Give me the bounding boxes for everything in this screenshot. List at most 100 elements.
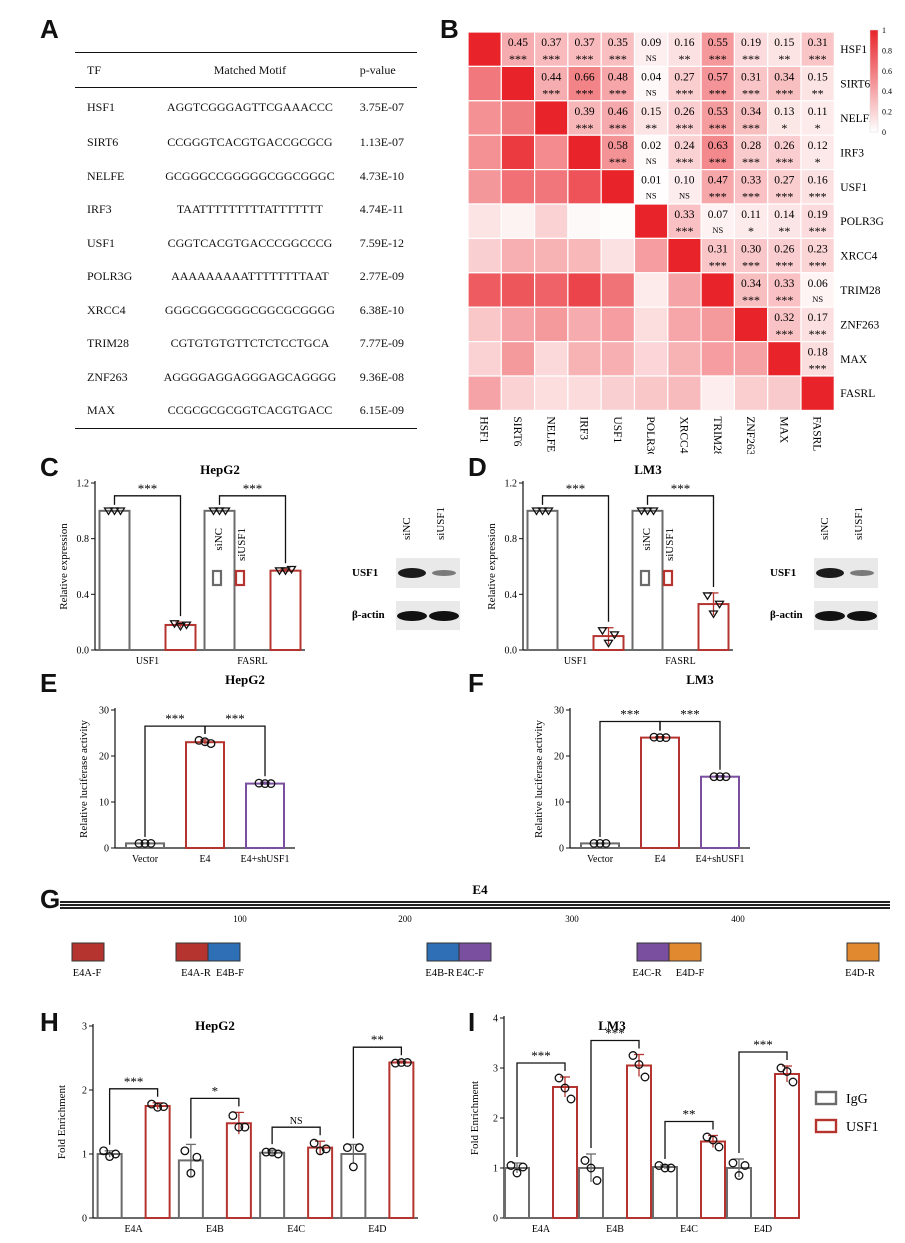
table-row: NELFE GCGGGCCGGGGGCGGCGGGC 4.73E-10 bbox=[75, 160, 417, 194]
motif-table-panel: TF Matched Motif p-value HSF1 AGGTCGGGAGT… bbox=[75, 52, 417, 429]
heatmap-significance: *** bbox=[742, 52, 760, 66]
data-point bbox=[260, 779, 270, 789]
tf-cell: NELFE bbox=[87, 168, 125, 183]
panel-label-c: C bbox=[40, 452, 59, 482]
heatmap-significance: *** bbox=[675, 224, 693, 238]
primer-label: E4B-R bbox=[425, 968, 454, 979]
significance-label: ** bbox=[683, 1107, 696, 1122]
map-tick-label: 200 bbox=[398, 914, 412, 924]
heatmap-significance: NS bbox=[646, 87, 657, 97]
heatmap-significance: * bbox=[748, 224, 754, 238]
heatmap-cell bbox=[733, 237, 769, 274]
y-tick-label: 0 bbox=[82, 1214, 87, 1225]
heatmap-value: 0.53 bbox=[708, 106, 728, 118]
motif-table: TF Matched Motif p-value HSF1 AGGTCGGGAGT… bbox=[75, 52, 417, 429]
bar bbox=[504, 1167, 530, 1219]
heatmap-col-label: SIRT6 bbox=[511, 416, 523, 446]
data-point bbox=[146, 838, 156, 848]
y-tick-label: 1.2 bbox=[505, 479, 518, 490]
heatmap-value: 0.19 bbox=[808, 209, 828, 221]
heatmap-significance: *** bbox=[709, 52, 727, 66]
heatmap-cell bbox=[467, 31, 502, 68]
heatmap-cell bbox=[467, 375, 502, 412]
heatmap-significance: *** bbox=[609, 86, 627, 100]
heatmap-cell bbox=[467, 134, 502, 171]
data-point bbox=[186, 1168, 196, 1178]
data-point bbox=[200, 737, 210, 747]
data-point bbox=[240, 1122, 250, 1132]
motif-cell: AGGGGAGGAGGGAGCAGGGG bbox=[163, 369, 337, 384]
heatmap-value: 0.24 bbox=[674, 140, 694, 152]
data-point bbox=[580, 1156, 590, 1165]
data-point bbox=[661, 733, 671, 743]
motif-cell: CCGCGCGCGGTCACGTGACC bbox=[167, 403, 333, 418]
significance-bracket bbox=[352, 1046, 403, 1139]
heatmap-cell bbox=[767, 134, 802, 171]
bar bbox=[526, 509, 559, 652]
y-tick-label: 1.2 bbox=[77, 479, 90, 490]
table-row: TRIM28 CGTGTGTGTTCTCTCCTGCA 7.77E-09 bbox=[75, 327, 417, 361]
chart-title: LM3 bbox=[634, 462, 662, 477]
blot-band bbox=[816, 568, 844, 578]
heatmap-cell bbox=[500, 341, 536, 377]
heatmap-cell bbox=[600, 375, 636, 412]
significance-label: * bbox=[212, 1083, 219, 1098]
data-point bbox=[390, 1058, 400, 1068]
data-point bbox=[140, 838, 150, 848]
heatmap-significance: ** bbox=[778, 52, 790, 66]
data-point bbox=[208, 507, 219, 516]
data-point bbox=[714, 600, 725, 609]
map-tick-label: 300 bbox=[565, 914, 579, 924]
data-point bbox=[512, 1168, 522, 1178]
bar bbox=[640, 736, 680, 849]
motif-cell: AAAAAAAAATTTTTTTTAAT bbox=[171, 269, 329, 284]
y-tick-label: 30 bbox=[99, 706, 109, 717]
significance-bracket bbox=[516, 1062, 566, 1157]
bar-chart-d: LM3 Relative expression 0.0 0.4 0.8 1.2 USF1 FA… bbox=[486, 462, 733, 667]
significance-label: *** bbox=[243, 481, 263, 496]
bar bbox=[225, 1122, 252, 1219]
data-point bbox=[734, 1171, 744, 1180]
tf-cell: XRCC4 bbox=[87, 302, 126, 317]
primer-label: E4C-R bbox=[632, 968, 661, 979]
legend-swatch bbox=[814, 1090, 838, 1106]
heatmap-significance: *** bbox=[809, 190, 827, 204]
heatmap-cell bbox=[533, 237, 569, 274]
heatmap-cell bbox=[500, 169, 536, 205]
map-tick-label: 400 bbox=[731, 914, 745, 924]
data-point bbox=[159, 1102, 169, 1112]
data-point bbox=[309, 1138, 319, 1148]
heatmap-significance: *** bbox=[609, 121, 627, 135]
primer-box bbox=[426, 942, 460, 962]
panel-label-b: B bbox=[440, 14, 459, 44]
x-tick-label: E4D bbox=[368, 1224, 386, 1235]
panel-label-f: F bbox=[468, 668, 484, 698]
x-tick-label: Vector bbox=[587, 854, 614, 865]
data-point bbox=[788, 1077, 798, 1087]
e4-primer-map: E4 100 200 300 400 E4A-F E4A-R E4B-F E4B-R E4C-F E… bbox=[60, 882, 890, 979]
heatmap-col-label: USF1 bbox=[611, 416, 623, 443]
blot-band bbox=[397, 611, 427, 621]
data-point bbox=[111, 1149, 121, 1159]
heatmap-significance: *** bbox=[709, 155, 727, 169]
significance-bracket bbox=[541, 495, 610, 622]
heatmap-cell bbox=[533, 203, 569, 240]
x-tick-label: E4A bbox=[124, 1224, 143, 1235]
data-point bbox=[648, 507, 659, 516]
y-tick-label: 0 bbox=[493, 1214, 498, 1225]
tf-cell: IRF3 bbox=[87, 202, 112, 217]
tf-cell: SIRT6 bbox=[87, 135, 119, 150]
heatmap-cell bbox=[567, 375, 602, 412]
heatmap-cell bbox=[533, 341, 569, 377]
heatmap-value: 0.39 bbox=[574, 106, 594, 118]
significance-bracket bbox=[218, 495, 287, 564]
heatmap-cell bbox=[500, 31, 536, 68]
chart-title: HepG2 bbox=[200, 462, 240, 477]
significance-bracket bbox=[108, 1088, 159, 1145]
heatmap-cell bbox=[667, 306, 702, 343]
blot-band-label: β-actin bbox=[352, 609, 385, 621]
heatmap-significance: *** bbox=[809, 362, 827, 376]
heatmap-cell bbox=[767, 272, 802, 308]
heatmap-value: 0.17 bbox=[808, 312, 828, 324]
